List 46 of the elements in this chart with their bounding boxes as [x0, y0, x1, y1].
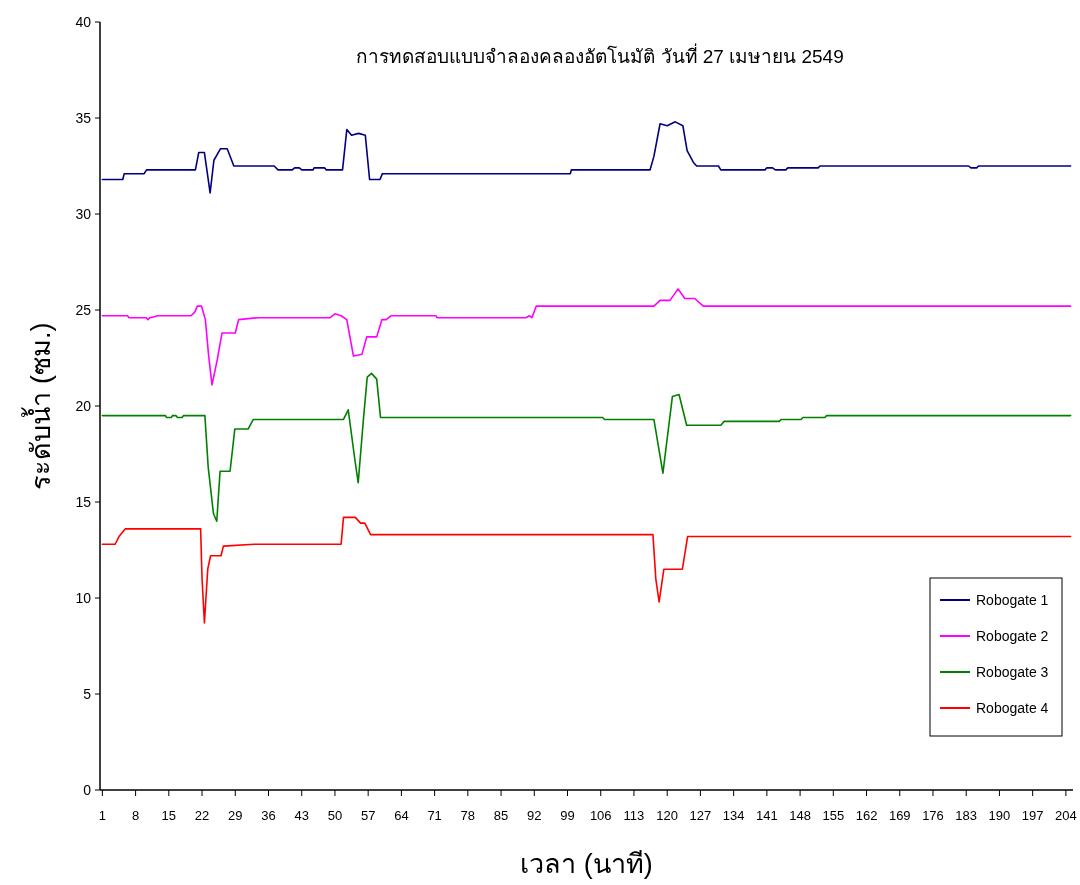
x-tick-label: 78	[460, 808, 476, 823]
x-tick-label: 71	[427, 808, 442, 823]
x-tick-label: 106	[589, 808, 612, 823]
y-axis-title: ระดับน้ำ (ซม.)	[21, 322, 56, 490]
text: การทดสอบแบบจำลองคลองอัตโนมัติ วันที่ 27 เมษายน 2549	[356, 43, 844, 67]
x-tick-label: 92	[527, 808, 542, 823]
y-tick-label: 5	[83, 686, 92, 702]
x-tick-label: 169	[888, 808, 911, 823]
x-tick-label: 197	[1021, 808, 1044, 823]
y-tick-label: 10	[75, 590, 92, 606]
x-tick-label: 204	[1055, 808, 1077, 823]
x-tick-label: 120	[656, 808, 679, 823]
legend-label: Robogate 3	[976, 664, 1049, 680]
y-tick-label: 35	[75, 110, 92, 126]
y-tick-label: 20	[75, 398, 92, 414]
x-tick-label: 183	[955, 808, 978, 823]
x-axis-title: เวลา (นาที)	[520, 849, 653, 879]
x-tick-label: 141	[756, 808, 778, 823]
x-tick-label: 64	[394, 808, 409, 823]
x-tick-label: 85	[493, 808, 509, 823]
y-tick-label: 15	[75, 494, 92, 510]
x-tick-label: 176	[922, 808, 944, 823]
x-tick-label: 113	[623, 808, 645, 823]
y-tick-label: 0	[83, 782, 92, 798]
y-tick-label: 25	[75, 302, 92, 318]
x-tick-label: 127	[689, 808, 712, 823]
x-tick-label: 162	[855, 808, 878, 823]
x-tick-label: 15	[161, 808, 177, 823]
x-tick-label: 50	[327, 808, 343, 823]
y-tick-label: 40	[75, 14, 92, 30]
x-tick-label: 57	[360, 808, 376, 823]
legend-label: Robogate 2	[976, 628, 1049, 644]
x-tick-label: 36	[261, 808, 276, 823]
x-tick-label: 22	[194, 808, 210, 823]
x-tick-label: 8	[131, 808, 140, 823]
x-tick-label: 155	[822, 808, 845, 823]
x-tick-label: 43	[294, 808, 309, 823]
x-tick-label: 29	[228, 808, 243, 823]
legend-label: Robogate 1	[976, 592, 1049, 608]
x-tick-label: 190	[988, 808, 1011, 823]
x-tick-label: 148	[789, 808, 811, 823]
x-tick-label: 134	[722, 808, 745, 823]
x-tick-label: 99	[560, 808, 575, 823]
legend-label: Robogate 4	[976, 700, 1049, 716]
x-tick-label: 1	[98, 808, 106, 823]
y-tick-label: 30	[75, 206, 92, 222]
